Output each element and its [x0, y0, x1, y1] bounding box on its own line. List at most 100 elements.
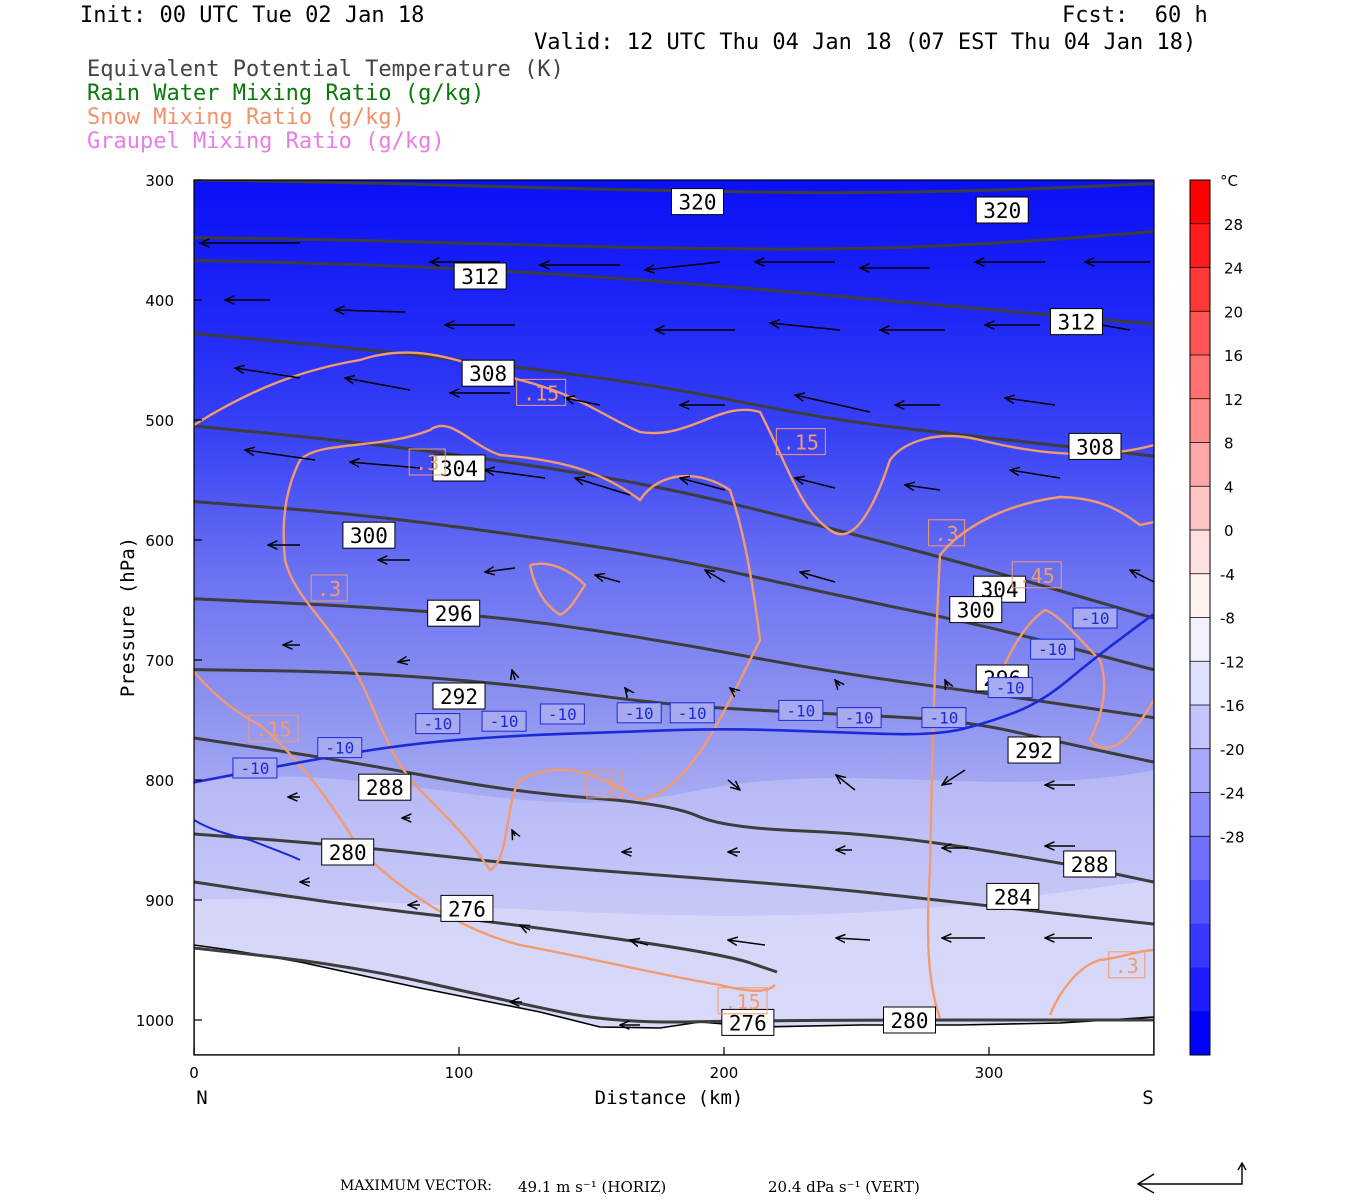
- snow-label: .3: [408, 448, 446, 476]
- temperature-label-text: -10: [678, 704, 707, 723]
- temperature-label-text: -10: [1038, 640, 1067, 659]
- legend-graupel: Graupel Mixing Ratio (g/kg): [87, 129, 445, 154]
- snow-label: .3: [310, 574, 348, 602]
- colorbar-bin: [1190, 923, 1210, 968]
- temperature-label-minus10: -10: [921, 707, 967, 729]
- label-box: [321, 838, 375, 866]
- wind-vector: [795, 395, 871, 413]
- theta-e-label-text: 284: [994, 885, 1032, 909]
- wind-vector: [836, 938, 871, 940]
- snow-label-text: .15: [255, 717, 291, 741]
- theta-e-contour-296: [194, 597, 1154, 720]
- temperature-label-text: -10: [996, 679, 1025, 698]
- max-vector-vert: 20.4 dPa s⁻¹ (VERT): [768, 1178, 920, 1196]
- wind-vector: [485, 470, 546, 479]
- theta-e-contour-288: [194, 736, 1154, 884]
- wind-vector: [905, 485, 941, 490]
- valid-time: Valid: 12 UTC Thu 04 Jan 18 (07 EST Thu …: [534, 30, 1197, 55]
- snow-label-text: .3: [593, 774, 617, 798]
- y-tick-label: 400: [145, 292, 174, 310]
- wind-vector: [575, 478, 631, 496]
- theta-e-label-292: 292: [432, 682, 486, 710]
- theta-e-label-text: 288: [366, 776, 404, 800]
- temperature-label-text: -10: [240, 759, 269, 778]
- temperature-label-text: -10: [548, 705, 577, 724]
- colorbar-bin: [1190, 311, 1210, 356]
- theta-e-label-text: 304: [440, 457, 478, 481]
- snow-label-box: [248, 714, 299, 742]
- wind-vector: [595, 575, 621, 583]
- theta-e-contour-300: [194, 500, 1154, 672]
- label-box: [1007, 736, 1061, 764]
- label-box: [975, 196, 1029, 224]
- temperature-label-box: [987, 677, 1033, 699]
- temperature-label-box: [1072, 607, 1118, 629]
- theta-e-label-text: 280: [891, 1009, 929, 1033]
- colorbar-tick-label: -4: [1220, 566, 1235, 584]
- label-box: [1049, 308, 1103, 336]
- colorbar-tick-label: -12: [1220, 653, 1245, 671]
- wind-vector: [350, 462, 421, 469]
- snow-label-text: .3: [317, 577, 341, 601]
- y-tick-label: 1000: [136, 1012, 174, 1030]
- wind-vector: [520, 925, 530, 930]
- theta-e-contour-308: [194, 332, 1154, 458]
- temperature-label-minus10: -10: [1030, 638, 1076, 660]
- label-box: [949, 596, 1003, 624]
- legend-theta-e: Equivalent Potential Temperature (K): [87, 57, 564, 82]
- wind-vector: [835, 680, 840, 686]
- wind-vector: [730, 688, 735, 692]
- max-vector-label: MAXIMUM VECTOR:: [340, 1178, 492, 1194]
- temperature-label-text: -10: [929, 709, 958, 728]
- snow-label-text: .3: [415, 451, 439, 475]
- x-end-south: S: [1142, 1087, 1153, 1109]
- snow-label: .3: [586, 771, 624, 799]
- theta-e-label-296: 296: [427, 599, 481, 627]
- snow-label: .15: [516, 378, 567, 406]
- snow-contour-5: [998, 608, 1154, 750]
- theta-e-label-text: 296: [435, 602, 473, 626]
- label-box: [342, 521, 396, 549]
- y-tick-label: 800: [145, 772, 174, 790]
- snow-label: .3: [1108, 951, 1146, 979]
- theta-e-label-text: 300: [350, 524, 388, 548]
- colorbar-bin: [1190, 661, 1210, 706]
- wind-vector: [565, 398, 601, 406]
- colorbar-bin: [1190, 792, 1210, 837]
- snow-label: .15: [775, 428, 826, 456]
- theta-e-label-text: 320: [983, 199, 1021, 223]
- snow-contour-1: [282, 424, 762, 872]
- temperature-label-text: -10: [325, 739, 354, 758]
- theta-e-label-304: 304: [432, 454, 486, 482]
- snow-label-text: .3: [1115, 954, 1139, 978]
- temperature-label-box: [1030, 638, 1076, 660]
- max-vector-horiz: 49.1 m s⁻¹ (HORIZ): [518, 1178, 667, 1196]
- colorbar-tick-label: 0: [1224, 522, 1234, 540]
- colorbar-bin: [1190, 442, 1210, 487]
- colorbar-bin: [1190, 967, 1210, 1012]
- wind-vector: [795, 478, 836, 489]
- theta-e-label-276: 276: [440, 894, 494, 922]
- colorbar-tick-label: -20: [1220, 741, 1245, 759]
- x-tick-label: 100: [445, 1064, 474, 1082]
- wind-vector: [1130, 570, 1154, 583]
- temperature-label-minus10: -10: [669, 702, 715, 724]
- theta-e-label-text: 320: [679, 191, 717, 215]
- colorbar-bin: [1190, 398, 1210, 443]
- label-box: [883, 1006, 936, 1034]
- temperature-label-minus10: -10: [1072, 607, 1118, 629]
- snow-label-text: .15: [783, 431, 819, 455]
- snow-contour-2: [528, 562, 587, 617]
- wind-vector: [345, 378, 411, 391]
- temperature-label-text: -10: [786, 701, 815, 720]
- temperature-label-text: -10: [423, 715, 452, 734]
- colorbar-tick-label: -8: [1220, 610, 1235, 628]
- wind-vector: [512, 830, 515, 836]
- theta-e-label-308: 308: [1068, 432, 1122, 460]
- colorbar-tick-label: 4: [1224, 478, 1234, 496]
- temperature-label-minus10: -10: [987, 677, 1033, 699]
- colorbar-bin: [1190, 748, 1210, 793]
- wind-vector: [705, 570, 726, 583]
- theta-e-contour-304: [194, 424, 1154, 620]
- temperature-label-text: -10: [625, 704, 654, 723]
